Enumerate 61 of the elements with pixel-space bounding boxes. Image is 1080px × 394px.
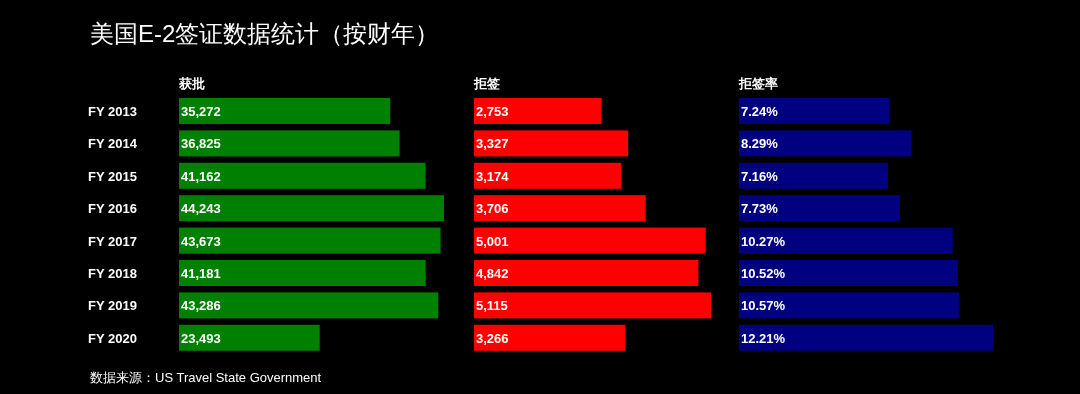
bar [179, 260, 426, 286]
bar [179, 162, 426, 189]
bar [474, 292, 711, 319]
chart-title: 美国E-2签证数据统计（按财年） [90, 20, 440, 47]
data-label: 10.57% [741, 298, 786, 314]
bar [739, 260, 958, 286]
bar [739, 162, 888, 189]
bar [739, 130, 912, 157]
bar [474, 162, 622, 189]
series-label: 拒签率 [738, 76, 778, 91]
bar [474, 324, 626, 351]
y-tick-label: FY 2015 [88, 168, 137, 184]
data-label: 4,842 [476, 266, 509, 281]
data-label: 44,243 [181, 201, 221, 217]
y-tick-label: FY 2014 [88, 136, 138, 152]
series-label: 获批 [178, 76, 205, 91]
bar [739, 195, 900, 222]
bar [474, 227, 706, 254]
y-tick-label: FY 2018 [88, 266, 137, 281]
bar [739, 324, 993, 351]
series-label: 拒签 [473, 76, 500, 91]
data-label: 41,162 [181, 168, 221, 184]
bar [474, 260, 699, 286]
data-label: 7.16% [741, 168, 779, 184]
data-label: 3,174 [476, 168, 510, 184]
data-label: 5,115 [476, 298, 508, 314]
data-label: 43,673 [181, 233, 221, 249]
data-label: 10.52% [741, 266, 786, 281]
bar [739, 292, 959, 319]
bar [179, 324, 320, 351]
bar [474, 130, 629, 157]
y-tick-label: FY 2020 [88, 330, 137, 346]
bar [179, 292, 439, 319]
bar [474, 195, 646, 222]
data-label: 35,272 [181, 104, 221, 119]
bar [179, 130, 400, 157]
data-label: 41,181 [181, 266, 221, 281]
bar [739, 227, 953, 254]
y-tick-label: FY 2016 [88, 201, 137, 217]
data-label: 3,327 [476, 136, 509, 152]
bar [739, 98, 890, 124]
data-label: 23,493 [181, 330, 221, 346]
bar [179, 227, 441, 254]
source-note: 数据来源：US Travel State Government [90, 370, 322, 385]
data-label: 10.27% [741, 233, 786, 249]
data-label: 7.24% [741, 104, 779, 119]
data-label: 36,825 [181, 136, 221, 152]
y-tick-label: FY 2013 [88, 104, 137, 119]
bar [179, 195, 444, 222]
y-tick-label: FY 2017 [88, 233, 137, 249]
data-label: 12.21% [741, 330, 786, 346]
data-label: 3,266 [476, 330, 509, 346]
data-label: 3,706 [476, 201, 509, 217]
y-tick-label: FY 2019 [88, 298, 137, 314]
bar [474, 98, 602, 124]
data-label: 7.73% [741, 201, 779, 217]
data-label: 5,001 [476, 233, 509, 249]
data-label: 43,286 [181, 298, 221, 314]
data-label: 2,753 [476, 104, 509, 119]
bar [179, 98, 391, 124]
data-label: 8.29% [741, 136, 779, 152]
